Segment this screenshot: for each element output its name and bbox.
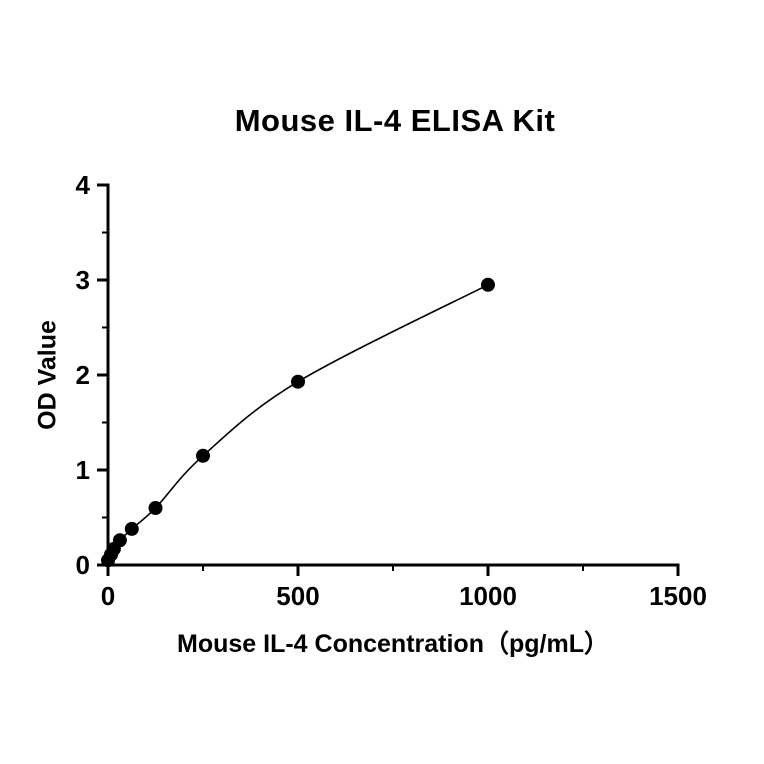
x-tick-label: 1000	[459, 581, 517, 611]
y-tick-label: 0	[76, 550, 90, 580]
data-point	[112, 533, 127, 548]
y-tick-label: 3	[76, 265, 90, 295]
y-tick-label: 4	[76, 170, 91, 200]
fitted-curve	[107, 284, 489, 561]
y-tick-label: 1	[76, 455, 90, 485]
chart-title: Mouse IL-4 ELISA Kit	[234, 103, 556, 138]
x-axis-label: Mouse IL-4 Concentration（pg/mL）	[177, 630, 609, 658]
x-tick-label: 1500	[649, 581, 707, 611]
data-point	[124, 521, 139, 536]
y-axis-label: OD Value	[33, 320, 62, 430]
x-tick-label: 500	[276, 581, 319, 611]
y-tick-label: 2	[76, 360, 90, 390]
data-point	[481, 277, 495, 292]
data-point	[148, 501, 163, 515]
data-point	[196, 448, 210, 463]
data-point	[291, 374, 305, 389]
x-tick-label: 0	[101, 581, 115, 611]
